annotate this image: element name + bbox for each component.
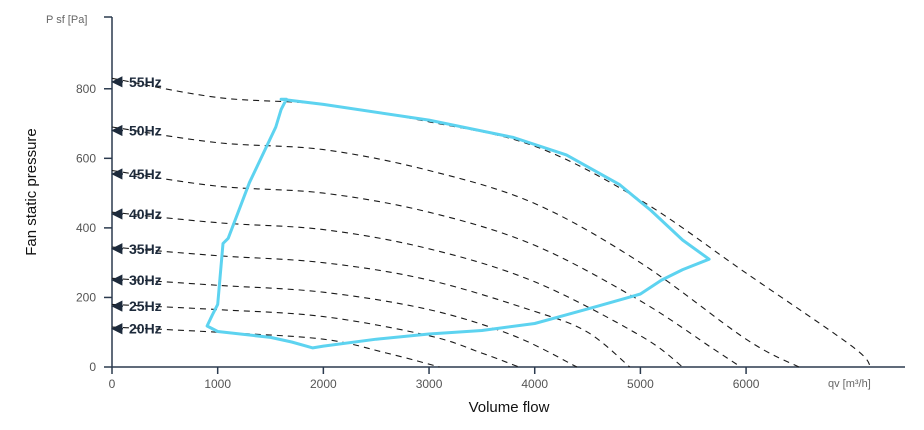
speed-label: 25Hz [129, 298, 162, 314]
x-tick-label: 0 [109, 377, 116, 391]
x-tick-label: 1000 [204, 377, 231, 391]
y-unit-label: P sf [Pa] [46, 14, 87, 26]
y-ticks: 0 200 400 600 800 [76, 82, 112, 374]
speed-label: 35Hz [129, 241, 162, 257]
speed-curve [111, 246, 631, 368]
speed-label: 30Hz [129, 272, 162, 288]
x-tick-label: 5000 [627, 377, 654, 391]
speed-curve [111, 77, 872, 368]
x-tick-label: 3000 [416, 377, 443, 391]
speed-curves [111, 77, 872, 368]
y-tick-label: 800 [76, 82, 96, 96]
y-tick-label: 200 [76, 290, 96, 304]
speed-label: 40Hz [129, 206, 162, 222]
speed-curve [111, 303, 520, 368]
operating-envelope [205, 97, 711, 350]
x-tick-label: 4000 [521, 377, 548, 391]
speed-curve [111, 211, 684, 368]
x-axis-title: Volume flow [469, 399, 550, 416]
y-tick-label: 400 [76, 221, 96, 235]
x-tick-label: 2000 [310, 377, 337, 391]
x-tick-label: 6000 [733, 377, 760, 391]
speed-labels: 55Hz 50Hz 45Hz 40Hz 35Hz 30Hz 25Hz 20Hz [111, 74, 162, 337]
x-unit-label: qv [m³/h] [828, 378, 871, 390]
speed-label: 20Hz [129, 321, 162, 337]
y-tick-label: 0 [89, 360, 96, 374]
speed-curve [111, 169, 742, 368]
speed-label: 50Hz [129, 123, 162, 139]
x-ticks: 0 1000 2000 3000 4000 5000 6000 [109, 367, 760, 391]
speed-curve [111, 326, 440, 368]
speed-label: 45Hz [129, 166, 162, 182]
speed-curve [111, 277, 578, 368]
y-axis-title: Fan static pressure [23, 128, 40, 256]
y-tick-label: 600 [76, 151, 96, 165]
speed-label: 55Hz [129, 74, 162, 90]
